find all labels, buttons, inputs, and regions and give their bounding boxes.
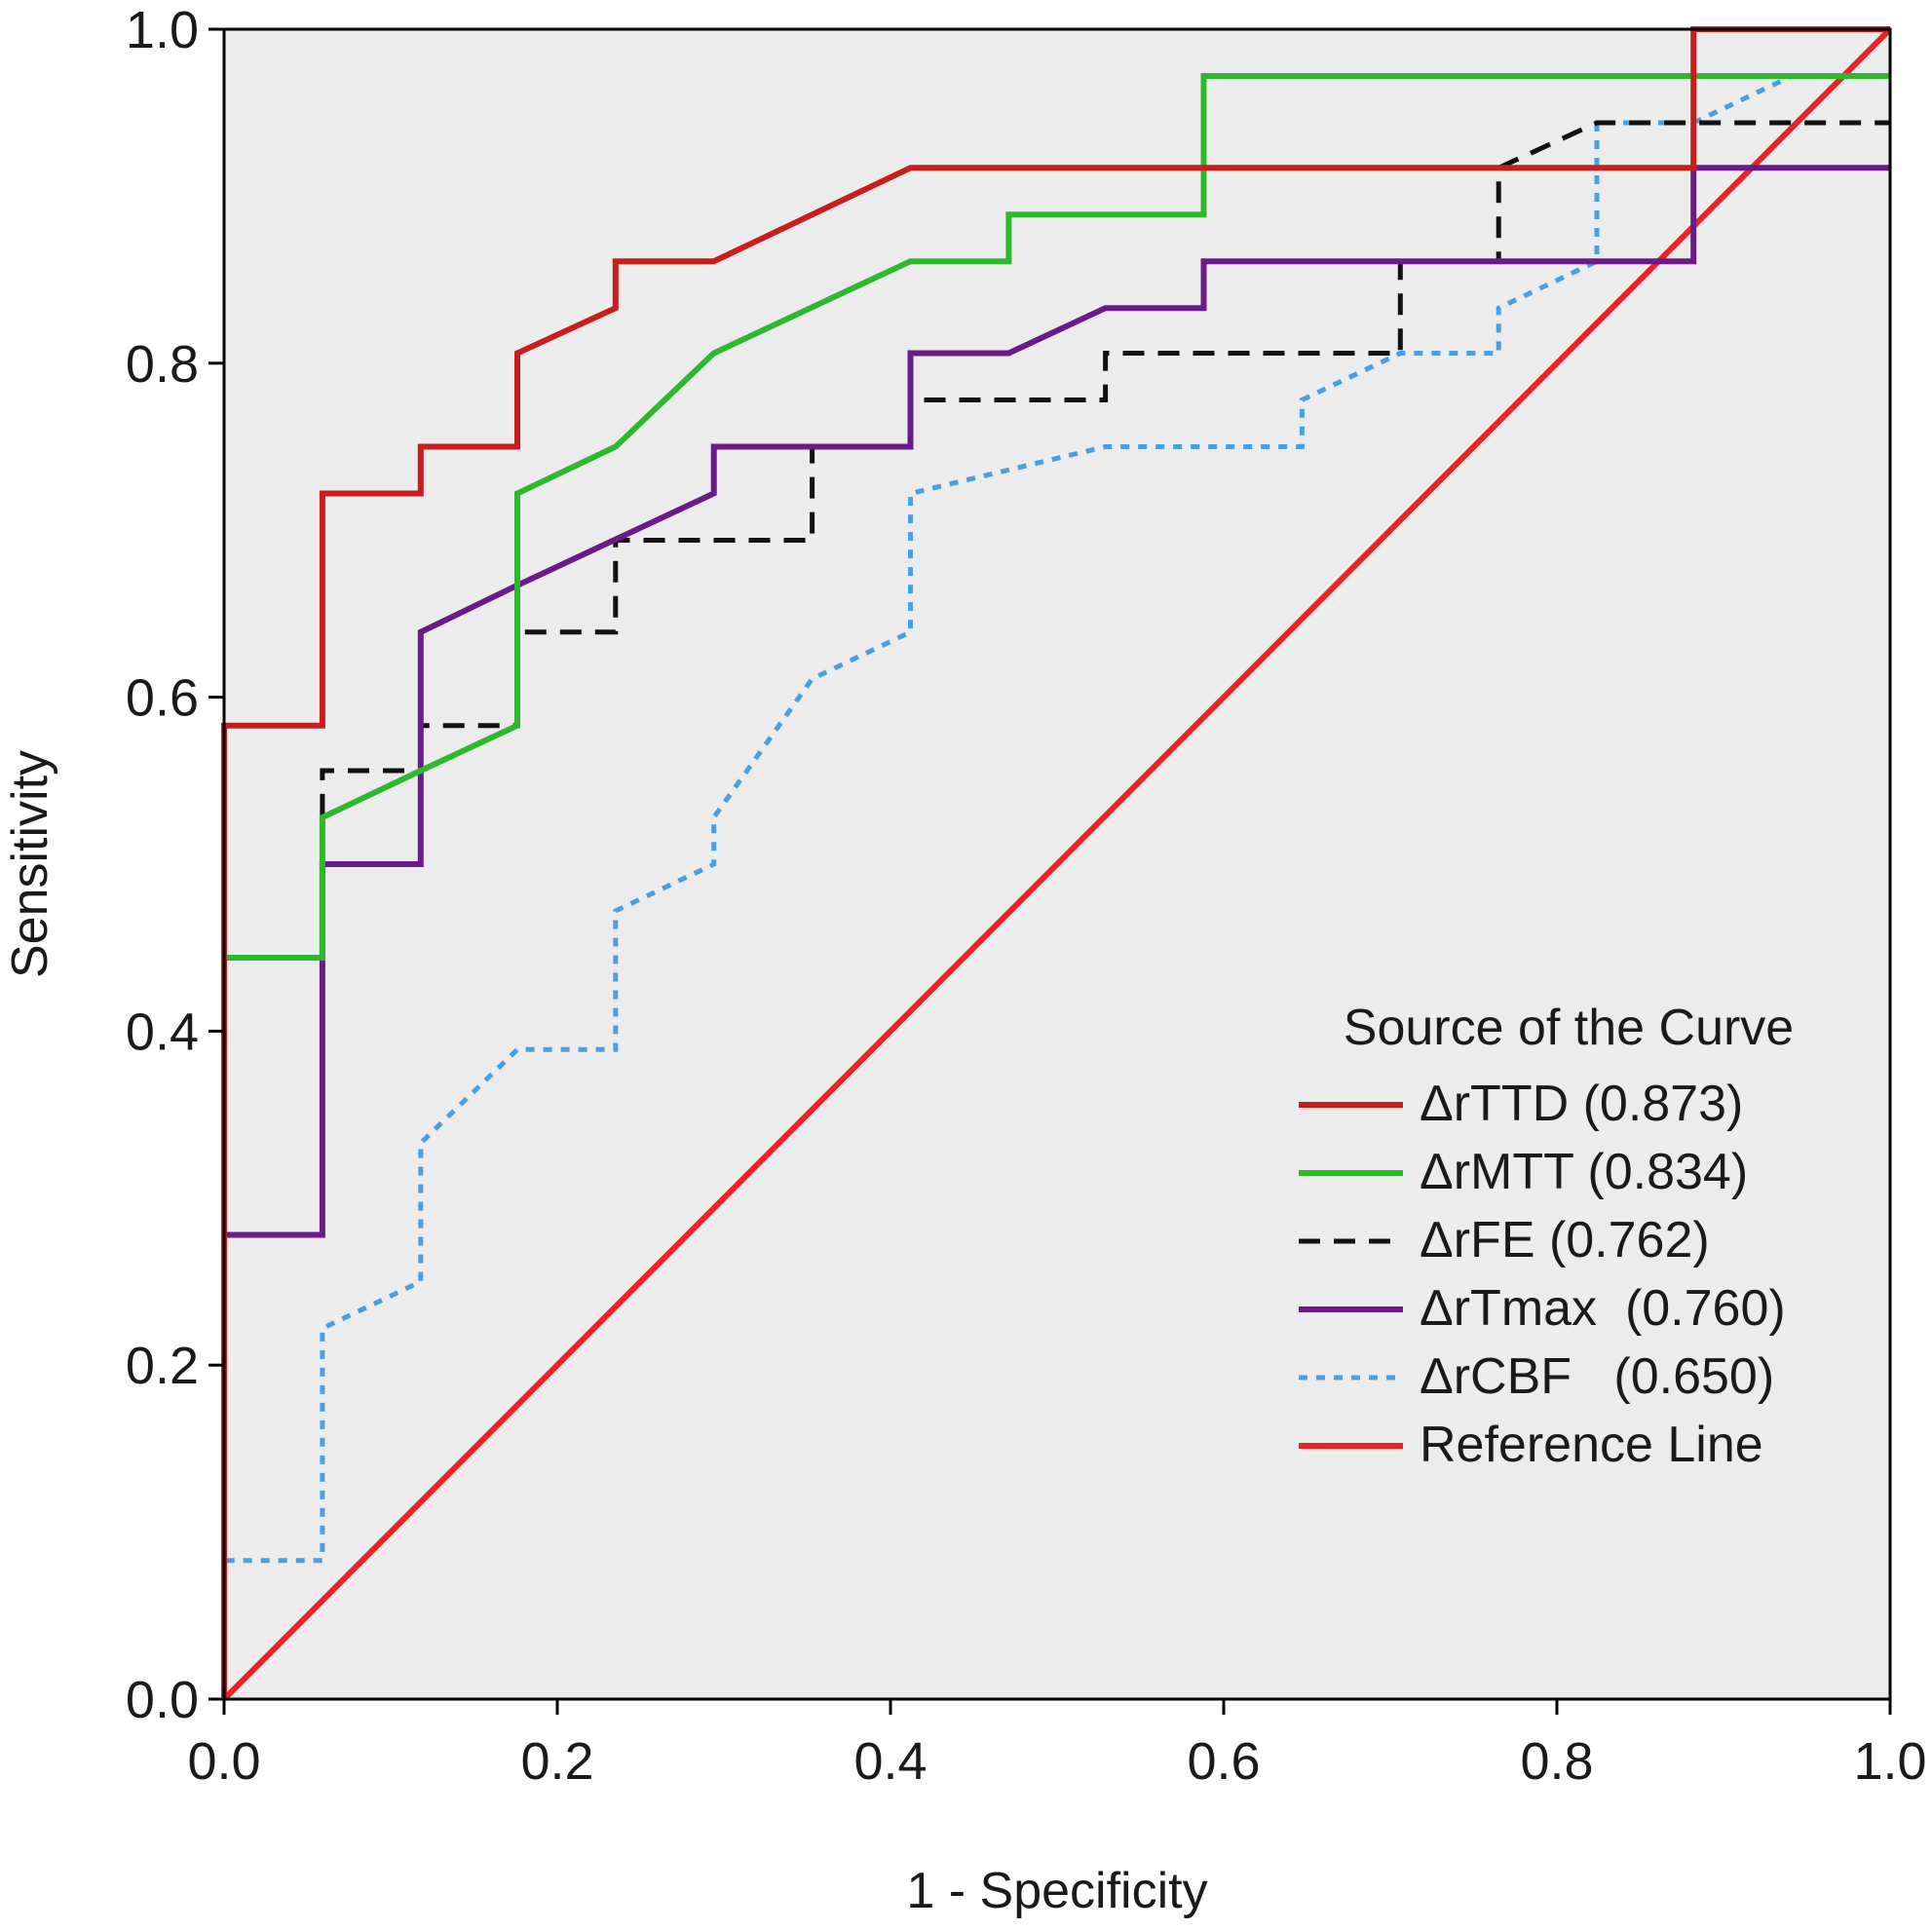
x-tick-label: 0.4 [853,1732,927,1791]
legend-label-4: ΔrCBF (0.650) [1420,1348,1774,1405]
y-tick-label: 0.2 [126,1337,199,1395]
legend-title: Source of the Curve [1344,1000,1794,1056]
legend-label-2: ΔrFE (0.762) [1420,1212,1710,1268]
axes-layer: 0.0 0.2 0.4 0.6 0.8 1.0 0.0 0.2 0.4 0.6 0.8 1.0 [126,1,1927,1791]
series-line-5 [221,26,1893,1702]
y-tick-label: 0.6 [126,669,199,728]
y-tick-label: 0.8 [126,335,199,394]
y-tick-label: 0.4 [126,1003,199,1061]
x-tick-label: 0.8 [1520,1732,1593,1791]
plot-frame [222,27,1892,1701]
y-axis-title: Sensitivity [2,750,58,978]
x-tick-label: 0.6 [1187,1732,1260,1791]
x-tick-label: 0.2 [520,1732,593,1791]
legend: Source of the Curve ΔrTTD (0.873) ΔrMTT (… [1299,1000,1794,1473]
legend-label-0: ΔrTTD (0.873) [1420,1076,1743,1132]
series-layer [221,26,1893,1702]
x-tick-label: 0.0 [187,1732,260,1791]
legend-label-1: ΔrMTT (0.834) [1420,1144,1748,1200]
series-line-0 [221,26,1890,1699]
x-tick-label: 1.0 [1853,1732,1926,1791]
y-tick-label: 1.0 [126,1,199,59]
legend-label-3: ΔrTmax (0.760) [1420,1280,1786,1337]
series-line-1 [221,73,1890,1699]
x-axis-title: 1 - Specificity [906,1863,1207,1919]
legend-label-5: Reference Line [1420,1417,1763,1473]
series-line-2 [221,120,1890,1699]
y-tick-label: 0.0 [126,1671,199,1729]
legend-items: ΔrTTD (0.873) ΔrMTT (0.834) ΔrFE (0.762) Δr… [1299,1076,1786,1473]
